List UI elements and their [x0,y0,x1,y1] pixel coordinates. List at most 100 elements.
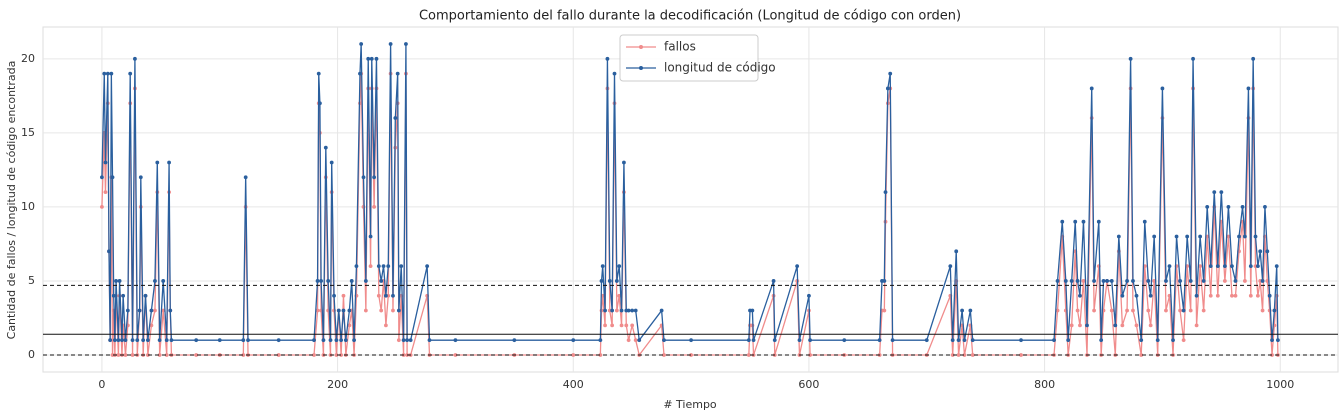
data-point [1240,205,1245,209]
data-point [1260,308,1265,313]
legend-label: longitud de código [664,61,776,75]
data-point [610,308,615,313]
data-point [1243,279,1247,283]
data-point [161,279,166,283]
data-point [1142,219,1147,224]
y-tick-label: 15 [21,126,35,139]
data-point [598,338,603,343]
data-point [349,279,354,283]
data-point [149,308,154,313]
data-point [399,264,404,269]
data-point [312,338,316,343]
data-point [689,353,693,357]
data-point [1089,86,1094,91]
data-point [600,264,605,269]
data-point [343,338,348,343]
data-point [453,338,458,343]
data-point [1155,338,1160,343]
data-point [962,338,967,343]
data-point [363,308,368,313]
data-point [315,308,320,313]
data-point [155,160,160,165]
data-point [1105,279,1109,283]
data-point [1148,323,1153,328]
data-point [354,264,359,269]
data-point [376,293,381,298]
data-point [1073,219,1078,224]
data-point [1139,353,1144,357]
data-point [379,279,384,283]
data-point [948,264,953,269]
data-point [359,42,364,46]
x-tick-label: 800 [1034,378,1055,391]
x-tick-label: 0 [98,378,105,391]
data-point [1246,86,1251,91]
data-point [334,353,339,357]
y-tick-label: 10 [21,200,35,213]
data-point [1092,279,1096,283]
data-point [376,264,381,269]
data-point [1181,338,1186,343]
data-point [316,71,321,76]
data-point [1248,293,1253,298]
chart-title: Comportamiento del fallo durante la deco… [419,9,961,24]
data-point [1191,56,1195,61]
data-point [1276,338,1280,343]
data-point [1201,279,1206,283]
data-point [612,71,617,76]
data-point [1069,279,1074,283]
data-point [1258,249,1263,254]
data-point [598,353,603,357]
data-point [395,71,400,76]
data-point [100,205,104,209]
data-point [326,279,331,283]
data-point [312,353,316,357]
data-point [1194,293,1199,298]
data-point [121,293,126,298]
data-point [1233,293,1238,298]
data-point [368,264,373,269]
data-point [164,338,169,343]
data-point [100,175,104,180]
data-point [603,323,607,328]
data-point [1148,293,1153,298]
data-point [1230,293,1234,298]
data-point [571,338,576,343]
data-point [391,293,395,298]
data-point [890,338,895,343]
data-point [408,338,413,343]
data-point [103,190,108,194]
x-tick-label: 200 [327,378,348,391]
data-point [358,71,362,76]
data-point [1226,234,1231,239]
data-point [167,160,171,165]
data-point [1109,279,1114,283]
data-point [633,338,638,343]
data-point [1096,219,1101,224]
data-point [950,353,955,357]
y-tick-label: 20 [21,52,35,65]
data-point [1208,293,1213,298]
data-point [241,338,246,343]
data-point [1272,308,1277,313]
data-point [622,160,626,165]
data-point [1178,308,1183,313]
data-point [1174,234,1179,239]
data-point [116,353,121,357]
data-point [401,338,406,343]
data-point [1215,293,1220,298]
data-point [1265,249,1270,254]
data-point [453,353,458,357]
data-point [194,353,199,357]
data-point [808,353,813,357]
data-point [842,338,847,343]
data-point [626,338,631,343]
data-point [1260,279,1265,283]
data-point [1201,308,1206,313]
data-point [1219,190,1224,194]
data-point [130,338,135,343]
data-point [771,279,776,283]
legend-label: fallos [664,40,696,54]
data-point [157,338,162,343]
data-point [396,338,401,343]
